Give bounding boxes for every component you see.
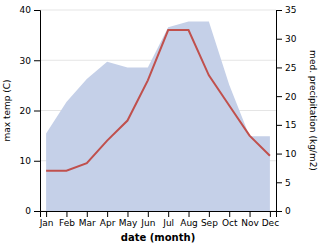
x-axis-title: date (month) — [121, 232, 195, 243]
tick-label: Apr — [100, 218, 116, 228]
tick-label: 0 — [25, 206, 31, 216]
chart: Jan Feb Mar AprMayJun Jul AugSep OctNovDec 0 10 2… — [0, 0, 318, 247]
tick: May — [119, 211, 138, 228]
y-axis: 0 10 20 30 40 — [20, 5, 41, 216]
tick: 40 — [20, 5, 40, 15]
tick: 10 — [20, 156, 40, 166]
plot: Jan Feb Mar AprMayJun Jul AugSep OctNovDec 0 10 2… — [20, 5, 297, 228]
tick-label: 5 — [285, 178, 291, 188]
tick: 35 — [276, 5, 296, 15]
tick-label: Dec — [262, 218, 279, 228]
tick-label: Oct — [222, 218, 238, 228]
tick-mark — [276, 96, 282, 97]
tick: 0 — [276, 206, 291, 216]
tick: 10 — [276, 149, 297, 159]
tick-mark — [87, 211, 88, 217]
tick-label: 40 — [20, 5, 32, 15]
tick: Jul — [162, 211, 174, 228]
tick-label: 30 — [20, 56, 32, 66]
tick-label: Feb — [59, 218, 75, 228]
tick-mark — [148, 211, 149, 217]
tick: 15 — [276, 120, 296, 130]
tick-mark — [34, 211, 40, 212]
grid-line — [40, 10, 276, 11]
tick: Aug — [180, 211, 198, 228]
tick-mark — [229, 211, 230, 217]
tick-mark — [66, 211, 67, 217]
tick-label: Aug — [180, 218, 198, 228]
area — [46, 21, 270, 211]
tick-label: 15 — [285, 120, 296, 130]
tick: Sep — [201, 211, 218, 228]
x-axis: Jan Feb Mar AprMayJun Jul AugSep OctNovDec — [39, 211, 279, 228]
tick-mark — [276, 154, 282, 155]
axis-line — [277, 11, 283, 212]
tick-label: Jul — [162, 218, 174, 228]
marks — [46, 21, 270, 211]
tick: Mar — [79, 211, 96, 228]
tick: 30 — [276, 34, 297, 44]
tick-mark — [276, 211, 282, 212]
grid — [40, 10, 276, 211]
tick-label: 20 — [285, 92, 297, 102]
tick: Jun — [140, 211, 155, 228]
tick-label: Sep — [201, 218, 218, 228]
tick-mark — [168, 211, 169, 217]
axis-line — [34, 11, 41, 212]
tick-mark — [250, 211, 251, 217]
tick-mark — [107, 211, 108, 217]
tick: Nov — [241, 211, 259, 228]
tick: Apr — [100, 211, 116, 228]
y2-axis: 0 5 10 15 20 25 30 35 — [276, 5, 297, 216]
tick-mark — [276, 125, 282, 126]
tick: Jan — [39, 211, 54, 228]
tick-mark — [34, 161, 40, 162]
tick-label: May — [119, 218, 138, 228]
tick: 25 — [276, 63, 296, 73]
tick-mark — [46, 211, 47, 217]
tick-mark — [209, 211, 210, 217]
tick-mark — [189, 211, 190, 217]
tick-mark — [34, 60, 40, 61]
tick: 30 — [20, 56, 40, 66]
tick-mark — [270, 211, 271, 217]
tick: Oct — [222, 211, 238, 228]
y2-axis-title: med. precipitation (kg/m2) — [308, 50, 318, 171]
tick: 20 — [276, 92, 297, 102]
tick: 20 — [20, 106, 40, 116]
tick-mark — [127, 211, 128, 217]
tick-label: Mar — [79, 218, 96, 228]
tick-label: 10 — [20, 156, 32, 166]
tick-mark — [276, 10, 282, 11]
tick-label: 10 — [285, 149, 297, 159]
tick-label: Nov — [241, 218, 259, 228]
tick-mark — [276, 67, 282, 68]
axis-line — [41, 212, 277, 218]
tick-label: 30 — [285, 34, 297, 44]
tick: Dec — [262, 211, 279, 228]
tick-label: 25 — [285, 63, 296, 73]
tick-mark — [34, 111, 40, 112]
tick-label: Jan — [39, 218, 54, 228]
tick-label: Jun — [140, 218, 155, 228]
tick: 0 — [25, 206, 40, 216]
y-axis-title: max temp (C) — [2, 79, 12, 141]
tick-label: 35 — [285, 5, 296, 15]
tick-mark — [34, 10, 40, 11]
tick-mark — [276, 39, 282, 40]
line — [46, 30, 270, 171]
tick-label: 20 — [20, 106, 32, 116]
tick-label: 0 — [285, 206, 291, 216]
tick-mark — [276, 182, 282, 183]
tick: Feb — [59, 211, 75, 228]
tick: 5 — [276, 178, 291, 188]
